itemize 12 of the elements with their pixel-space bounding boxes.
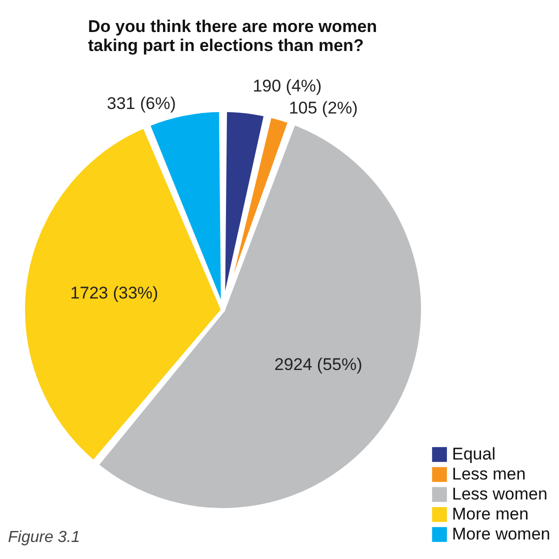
data-label: 2924 (55%) <box>274 354 362 374</box>
legend-label: Less men <box>452 464 526 484</box>
legend-label: Less women <box>452 484 548 504</box>
data-label: 1723 (33%) <box>70 284 158 303</box>
data-label: 331 (6%) <box>106 94 176 114</box>
legend-label: More women <box>452 524 550 544</box>
caption: Figure 3.1 <box>8 529 80 546</box>
data-label: 105 (2%) <box>288 98 358 118</box>
legend-label: Equal <box>452 444 496 464</box>
legend-label: More men <box>452 504 529 524</box>
data-label: 190 (4%) <box>252 76 322 96</box>
chart-title: Do you think there are more women taking part in elections than men? <box>88 17 378 55</box>
